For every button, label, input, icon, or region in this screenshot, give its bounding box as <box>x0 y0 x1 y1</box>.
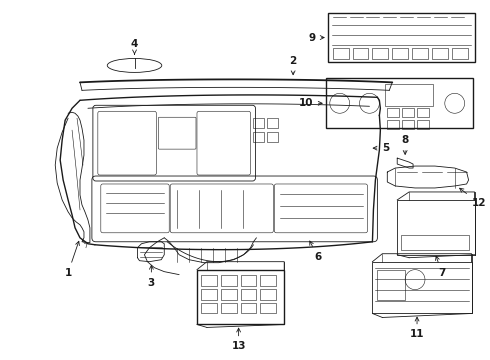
Text: 1: 1 <box>65 241 79 278</box>
Text: 10: 10 <box>298 98 322 108</box>
Text: 4: 4 <box>131 39 138 54</box>
Text: 11: 11 <box>410 317 424 339</box>
Text: 2: 2 <box>290 57 297 75</box>
Text: 8: 8 <box>401 135 409 154</box>
Text: 12: 12 <box>460 188 486 208</box>
Text: 13: 13 <box>231 328 246 351</box>
Text: 9: 9 <box>309 32 324 42</box>
Text: 3: 3 <box>148 265 155 288</box>
Text: 14: 14 <box>0 359 1 360</box>
Text: 6: 6 <box>310 241 321 262</box>
Text: 7: 7 <box>436 256 445 278</box>
Text: 5: 5 <box>373 143 390 153</box>
